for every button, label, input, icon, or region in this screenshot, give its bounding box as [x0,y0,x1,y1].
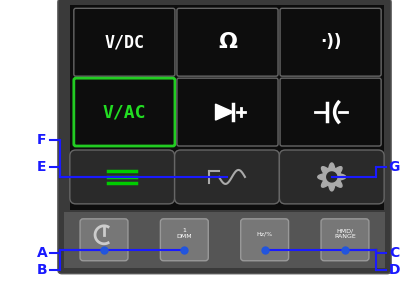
Text: Ω: Ω [218,32,237,52]
Polygon shape [216,104,234,120]
FancyBboxPatch shape [177,78,278,146]
FancyBboxPatch shape [175,150,279,204]
FancyBboxPatch shape [74,8,175,76]
FancyBboxPatch shape [80,219,128,261]
Polygon shape [327,172,337,182]
FancyBboxPatch shape [279,150,384,204]
Bar [70,5,384,210]
Text: B: B [36,263,47,277]
FancyBboxPatch shape [58,0,391,274]
Text: G: G [388,160,400,174]
Polygon shape [318,163,346,191]
Text: ·)): ·)) [320,33,341,51]
FancyBboxPatch shape [280,78,381,146]
FancyBboxPatch shape [70,150,175,204]
FancyBboxPatch shape [160,219,208,261]
Text: V/DC: V/DC [104,33,144,51]
Text: V/AC: V/AC [103,103,146,121]
FancyBboxPatch shape [321,219,369,261]
FancyBboxPatch shape [74,78,175,146]
FancyBboxPatch shape [280,8,381,76]
FancyBboxPatch shape [177,8,278,76]
FancyBboxPatch shape [241,219,288,261]
Text: C: C [389,246,399,260]
Text: HMD/
RANGE: HMD/ RANGE [334,228,356,239]
Text: E: E [37,160,47,174]
Text: A: A [36,246,47,260]
Bar [64,212,385,268]
Text: D: D [388,263,400,277]
Text: Hz/%: Hz/% [256,231,273,236]
Text: F: F [37,133,47,147]
Text: 1
DMM: 1 DMM [176,228,192,239]
